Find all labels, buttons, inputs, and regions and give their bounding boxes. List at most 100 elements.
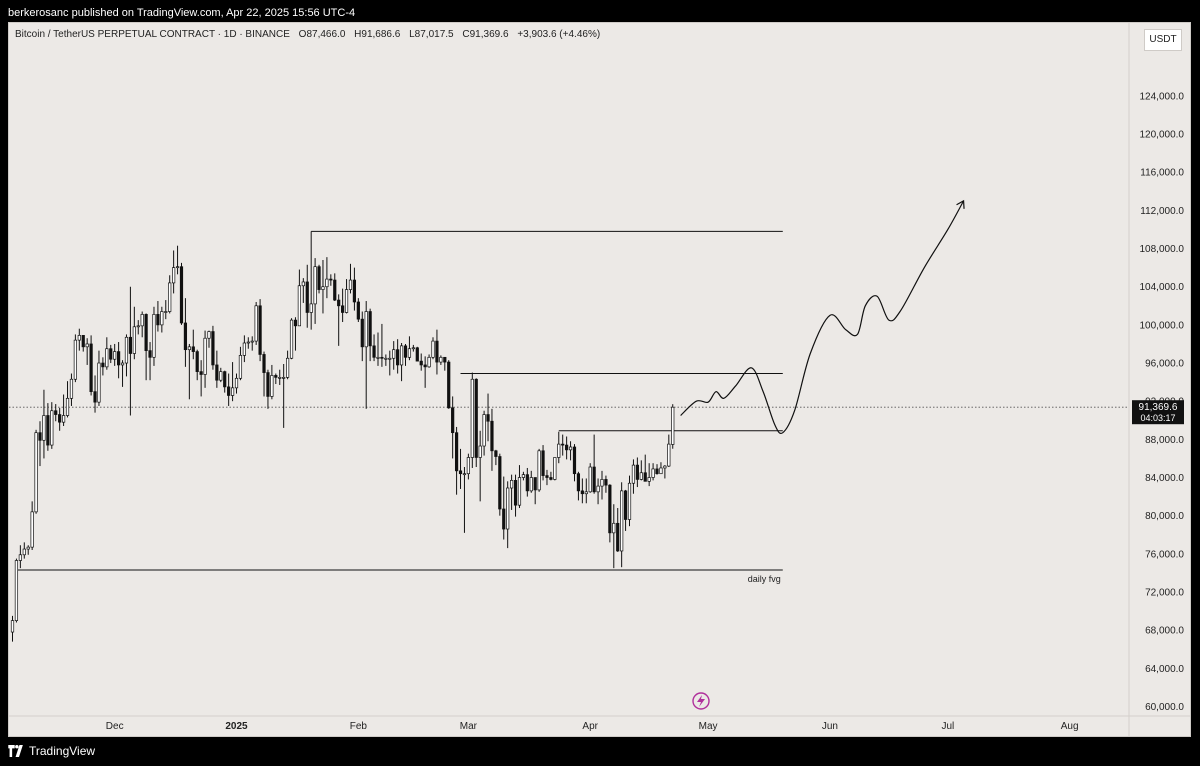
candle	[329, 274, 333, 286]
y-tick-label: 64,000.0	[1145, 664, 1184, 675]
candle	[258, 299, 262, 362]
candle	[356, 298, 360, 323]
candle-body	[313, 266, 317, 305]
projection-arrow-icon	[956, 199, 965, 209]
candle	[333, 273, 337, 302]
candle	[234, 373, 239, 394]
y-tick-label: 124,000.0	[1140, 91, 1185, 102]
candle	[360, 311, 364, 362]
candle	[506, 481, 510, 549]
y-tick-label: 104,000.0	[1140, 282, 1185, 293]
candle	[447, 360, 451, 409]
candle	[101, 357, 105, 376]
candle	[254, 301, 258, 345]
candle-body	[238, 355, 243, 379]
candle-body	[274, 375, 278, 378]
candle	[164, 300, 168, 320]
candle-body	[65, 397, 70, 416]
candle-body	[541, 450, 545, 476]
tradingview-logo-icon	[8, 745, 23, 757]
candle-body	[234, 377, 239, 389]
candle-body	[525, 474, 529, 492]
flash-icon	[692, 692, 710, 710]
candle-body	[258, 305, 262, 355]
candle	[148, 342, 152, 381]
candle	[128, 286, 133, 416]
candle-body	[612, 522, 616, 534]
candle-body	[136, 325, 140, 328]
candle-body	[203, 337, 207, 375]
chart-area[interactable]: 60,000.0 64,000.0 68,000.0 72,000.0 76,000.0…	[8, 22, 1191, 737]
candle-body	[333, 279, 337, 301]
candle	[490, 408, 494, 471]
candle-body	[199, 371, 203, 375]
candle	[486, 393, 490, 442]
candle-body	[289, 319, 294, 359]
y-tick-label: 116,000.0	[1140, 168, 1184, 179]
candle	[26, 545, 30, 555]
candle-body	[297, 285, 301, 327]
candle	[368, 308, 372, 362]
candle-body	[286, 357, 290, 378]
candle	[584, 478, 588, 504]
candle	[439, 355, 443, 365]
current-price-label: 91,369.6	[1139, 402, 1178, 413]
symbol-name[interactable]: Bitcoin / TetherUS PERPETUAL CONTRACT · …	[15, 29, 290, 40]
candle	[431, 337, 435, 360]
x-tick-label: Mar	[460, 721, 478, 732]
y-tick-label: 84,000.0	[1145, 473, 1184, 484]
candle-body	[478, 445, 482, 458]
candle-body	[215, 364, 219, 381]
candle	[73, 334, 77, 383]
currency-selector[interactable]: USDT	[1144, 29, 1182, 51]
y-tick-label: 76,000.0	[1145, 549, 1184, 560]
candle-body	[498, 456, 502, 510]
candle-body	[506, 487, 510, 530]
candle-body	[513, 480, 518, 506]
candle-body	[439, 356, 443, 363]
price-chart[interactable]: 60,000.0 64,000.0 68,000.0 72,000.0 76,000.0…	[9, 23, 1191, 737]
candle-body	[643, 472, 647, 482]
candle-body	[85, 343, 89, 348]
candle	[596, 478, 600, 505]
candle	[557, 431, 561, 464]
candle-body	[466, 457, 470, 475]
y-tick-label: 108,000.0	[1140, 244, 1185, 255]
candle	[435, 329, 439, 375]
candle	[152, 306, 156, 366]
candle	[42, 389, 46, 459]
candle-body	[352, 279, 357, 303]
candle	[572, 444, 577, 482]
fvg-label: daily fvg	[748, 574, 781, 584]
candle	[627, 475, 632, 527]
candle	[203, 330, 207, 388]
candle	[113, 343, 117, 366]
candle	[191, 329, 195, 360]
candle-body	[341, 305, 345, 313]
candle-body	[73, 339, 77, 380]
candle-body	[30, 511, 34, 548]
candle	[325, 257, 329, 299]
candle-body	[42, 415, 46, 441]
candle	[85, 338, 89, 365]
candle	[396, 339, 400, 374]
candle	[136, 320, 140, 335]
candle-body	[502, 508, 506, 530]
candle-body	[337, 299, 341, 307]
candle	[568, 441, 573, 461]
candle-body	[109, 348, 113, 360]
candle-body	[207, 331, 211, 339]
candle	[458, 448, 463, 489]
footer: TradingView	[8, 741, 95, 761]
candle	[97, 350, 101, 406]
candle	[93, 375, 97, 413]
candle	[313, 258, 317, 324]
candle-body	[545, 475, 549, 478]
candle	[301, 278, 305, 303]
candle	[655, 464, 659, 475]
candle-body	[447, 361, 451, 409]
candle	[293, 317, 298, 351]
candle	[576, 471, 581, 501]
candle	[643, 454, 647, 482]
candle	[337, 294, 341, 346]
